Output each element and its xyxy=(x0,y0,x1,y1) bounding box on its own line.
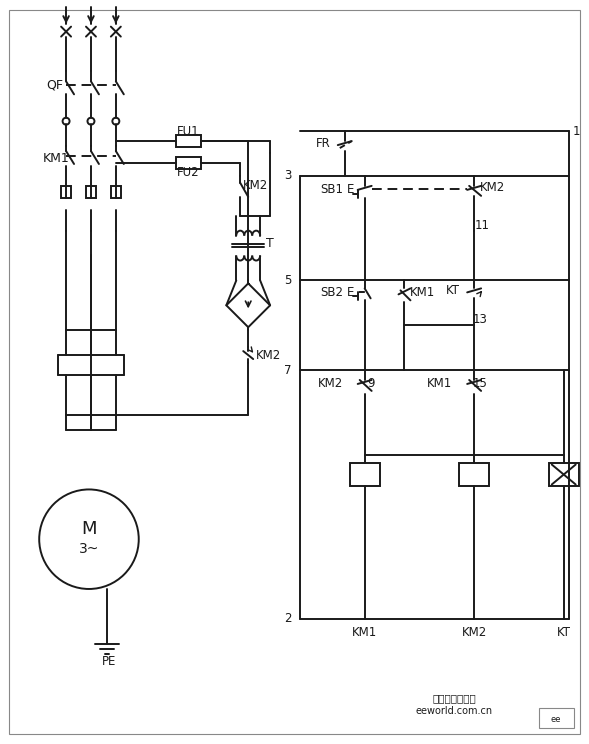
Text: KM1: KM1 xyxy=(352,626,378,639)
Bar xyxy=(176,135,201,147)
Text: E: E xyxy=(347,183,355,196)
Bar xyxy=(459,463,489,487)
Text: QF: QF xyxy=(46,79,63,92)
Text: KM1: KM1 xyxy=(427,377,452,391)
Bar xyxy=(176,157,201,169)
Text: KM2: KM2 xyxy=(243,179,268,193)
Text: 11: 11 xyxy=(475,219,489,232)
Text: KT: KT xyxy=(557,626,571,639)
Text: KM2: KM2 xyxy=(317,377,343,391)
Text: 5: 5 xyxy=(284,274,292,287)
Bar xyxy=(86,186,96,198)
Bar xyxy=(539,708,574,728)
Text: 15: 15 xyxy=(473,377,488,391)
Text: FU2: FU2 xyxy=(177,167,200,179)
Text: E: E xyxy=(347,286,355,299)
Text: 2: 2 xyxy=(284,612,292,625)
Text: KM2: KM2 xyxy=(256,349,281,362)
Text: 7: 7 xyxy=(284,364,292,376)
Bar xyxy=(111,186,121,198)
Text: eeworld.com.cn: eeworld.com.cn xyxy=(416,706,493,716)
Text: 中国电动汽车网: 中国电动汽车网 xyxy=(432,693,476,704)
Text: KM2: KM2 xyxy=(462,626,487,639)
Bar xyxy=(61,186,71,198)
Text: KM1: KM1 xyxy=(410,286,435,299)
Text: PE: PE xyxy=(102,655,116,668)
Text: 1: 1 xyxy=(573,125,580,138)
Text: 3~: 3~ xyxy=(79,542,99,557)
Bar xyxy=(350,463,379,487)
Text: KT: KT xyxy=(446,284,460,297)
Text: SB2: SB2 xyxy=(320,286,343,299)
Text: 13: 13 xyxy=(473,312,488,326)
Text: T: T xyxy=(266,237,274,250)
Text: 3: 3 xyxy=(284,170,292,182)
Text: 9: 9 xyxy=(367,377,375,391)
Text: KM2: KM2 xyxy=(479,182,505,194)
Text: FR: FR xyxy=(316,137,331,150)
Bar xyxy=(549,463,578,487)
Text: M: M xyxy=(81,520,97,538)
Text: SB1: SB1 xyxy=(320,183,343,196)
Text: ee: ee xyxy=(551,715,561,724)
Text: FU1: FU1 xyxy=(177,125,200,138)
Text: KM1: KM1 xyxy=(43,152,70,164)
